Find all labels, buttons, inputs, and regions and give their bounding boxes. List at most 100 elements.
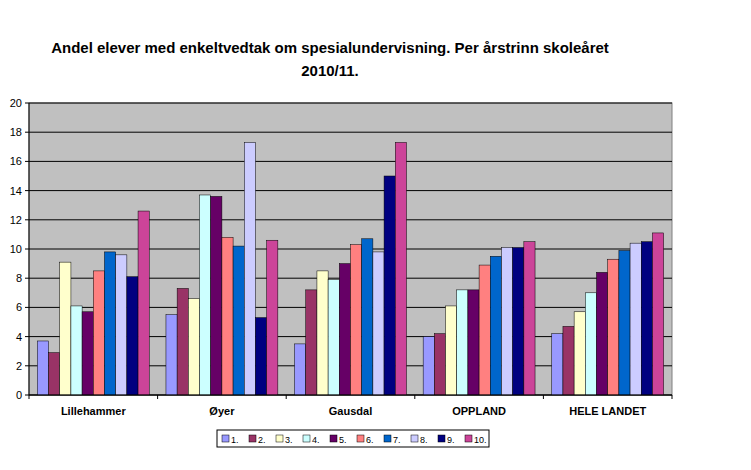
y-tick-label: 0: [16, 389, 22, 401]
bar: [93, 271, 104, 395]
bar: [233, 246, 244, 395]
grid-line: [29, 219, 672, 220]
bar: [608, 259, 619, 395]
bar: [597, 272, 608, 395]
bar: [188, 299, 199, 395]
x-tick-label: Lillehammer: [61, 405, 127, 417]
tick-mark: [25, 365, 29, 366]
legend-label: 9.: [447, 435, 455, 445]
legend-swatch: [276, 435, 283, 442]
bar: [211, 196, 222, 395]
x-tick-label: Øyer: [209, 405, 235, 417]
legend-swatch: [249, 435, 256, 442]
tick-mark: [25, 190, 29, 191]
bar: [200, 195, 211, 395]
legend-label: 4.: [312, 435, 320, 445]
bar: [501, 248, 512, 395]
legend-label: 10.: [474, 435, 487, 445]
plot-area: [29, 103, 672, 395]
bar: [619, 250, 630, 395]
bar: [71, 306, 82, 395]
legend-swatch: [384, 435, 391, 442]
bar: [362, 239, 373, 395]
chart-title: Andel elever med enkeltvedtak om spesial…: [40, 36, 620, 82]
x-tick: [543, 395, 544, 399]
bar: [395, 142, 406, 395]
y-tick-label: 20: [10, 97, 22, 109]
tick-mark: [25, 219, 29, 220]
x-axis: [29, 395, 672, 396]
bar: [177, 288, 188, 395]
legend-label: 1.: [231, 435, 239, 445]
y-axis: [29, 103, 30, 395]
bar: [339, 264, 350, 395]
legend-label: 7.: [393, 435, 401, 445]
legend-swatch: [357, 435, 364, 442]
legend: 1.2.3.4.5.6.7.8.9.10.: [217, 430, 489, 447]
bar: [306, 290, 317, 395]
chart: 02468101214161820LillehammerØyerGausdalO…: [0, 0, 751, 470]
y-tick-label: 12: [10, 214, 22, 226]
legend-label: 2.: [258, 435, 266, 445]
bar: [295, 344, 306, 395]
bar: [384, 176, 395, 395]
bar: [490, 256, 501, 395]
bar: [138, 211, 149, 395]
legend-swatch: [465, 435, 472, 442]
grid-line: [29, 161, 672, 162]
bar: [116, 255, 127, 395]
y-tick-label: 16: [10, 155, 22, 167]
legend-swatch: [411, 435, 418, 442]
bar: [166, 315, 177, 395]
legend-swatch: [438, 435, 445, 442]
bar: [513, 248, 524, 395]
bar: [468, 290, 479, 395]
bars: [37, 142, 663, 395]
bar: [351, 245, 362, 395]
x-tick: [29, 395, 30, 399]
y-tick-label: 10: [10, 243, 22, 255]
y-tick-label: 14: [10, 185, 22, 197]
bar: [479, 265, 490, 395]
tick-mark: [25, 103, 29, 104]
bar: [37, 341, 48, 395]
bar: [328, 280, 339, 395]
bar: [524, 242, 535, 395]
legend-swatch: [222, 435, 229, 442]
x-tick-label: Gausdal: [329, 405, 372, 417]
tick-mark: [25, 395, 29, 396]
bar: [585, 293, 596, 395]
tick-mark: [25, 307, 29, 308]
y-tick-label: 4: [16, 331, 22, 343]
bar: [267, 240, 278, 395]
bar: [457, 290, 468, 395]
grid-line: [29, 103, 672, 104]
bar: [434, 334, 445, 395]
bar: [49, 353, 60, 395]
bar: [552, 334, 563, 395]
y-tick-label: 6: [16, 301, 22, 313]
grid-line: [29, 395, 672, 396]
bar: [82, 312, 93, 395]
legend-label: 6.: [366, 435, 374, 445]
bar: [423, 337, 434, 395]
x-tick: [157, 395, 158, 399]
bar: [630, 243, 641, 395]
x-tick-label: HELE LANDET: [569, 405, 646, 417]
x-tick: [672, 395, 673, 399]
y-tick-label: 8: [16, 272, 22, 284]
bar: [563, 326, 574, 395]
grid-line: [29, 132, 672, 133]
bar: [127, 277, 138, 395]
legend-label: 8.: [420, 435, 428, 445]
legend-swatch: [330, 435, 337, 442]
y-tick-label: 2: [16, 360, 22, 372]
bar: [104, 252, 115, 395]
tick-mark: [25, 249, 29, 250]
x-tick: [286, 395, 287, 399]
legend-swatch: [303, 435, 310, 442]
tick-mark: [25, 132, 29, 133]
bar: [574, 312, 585, 395]
legend-label: 3.: [285, 435, 293, 445]
bar: [222, 237, 233, 395]
